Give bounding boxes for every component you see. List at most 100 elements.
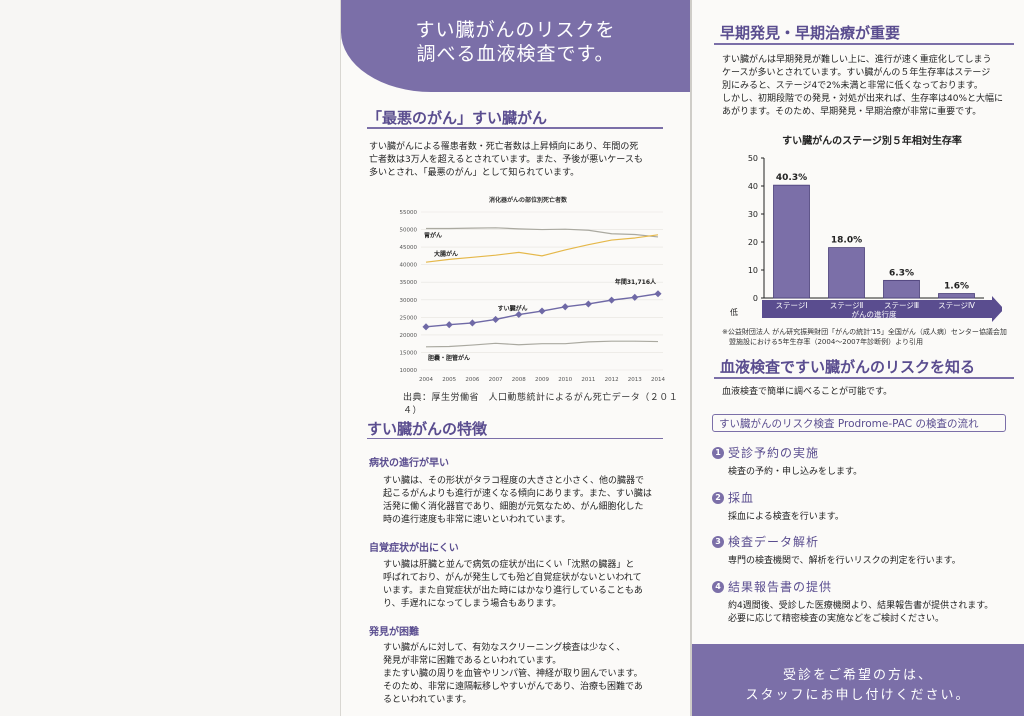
y-tick-label: 55000: [400, 210, 418, 216]
x-category-label: ステージⅠ: [775, 301, 807, 310]
subtitle-no-symptoms: 自覚症状が出にくい: [369, 543, 459, 554]
y-tick-label: 30000: [400, 298, 418, 304]
bar: [883, 279, 920, 299]
blank-back-panel: [0, 0, 340, 716]
y-tick-label: 25000: [400, 315, 418, 321]
arrow-label: がんの進行度: [852, 309, 897, 319]
data-point: [468, 319, 476, 327]
body-line: しかし、初期段階での発見・対処が出来れば、生存率は40%と大幅に: [722, 94, 1004, 104]
body-fast-progress: すい臓は、その形状がタラコ程度の大きさと小さく、他の臓器で 起こるがんよりも進行…: [383, 475, 673, 527]
chart-footnote: ※公益財団法人 がん研究振興財団「がんの統計'15」全国がん（成人病）センター協…: [722, 327, 1022, 347]
x-category-label: ステージⅣ: [938, 301, 975, 310]
series-label: 大腸がん: [434, 250, 458, 258]
y-tick-label: 15000: [400, 350, 418, 356]
step-desc-line: 必要に応じて精密検査の実施などをご検討ください。: [728, 614, 945, 624]
banner-line-1: すい臓がんのリスクを: [415, 19, 616, 41]
bar: [773, 184, 810, 299]
header-banner: すい臓がんのリスクを 調べる血液検査です。: [341, 0, 690, 92]
right-panel: 早期発見・早期治療が重要 すい臓がんは早期発見が難しい上に、進行が速く重症化して…: [692, 0, 1024, 716]
step-3: 3 検査データ解析 専門の検査機関で、解析を行いリスクの判定を行います。: [712, 533, 961, 568]
x-category-label: ステージⅢ: [884, 301, 919, 310]
section-underline: [714, 377, 1014, 379]
bar: [828, 247, 865, 299]
series-label: 胃がん: [424, 232, 442, 240]
y-tick-label: 20: [748, 238, 758, 247]
step-desc-line: 約4週間後、受診した医療機関より、結果報告書が提供されます。: [728, 601, 994, 611]
x-tick-label: 2011: [581, 377, 595, 383]
step-description: 採血による検査を行います。: [728, 511, 844, 524]
step-desc-line: 専門の検査機関で、解析を行いリスクの判定を行います。: [728, 556, 961, 566]
data-point: [538, 307, 546, 315]
middle-panel: すい臓がんのリスクを 調べる血液検査です。 「最悪のがん」すい臓がん すい臓がん…: [341, 0, 690, 716]
y-tick-label: 40000: [400, 263, 418, 269]
series-label: 胆嚢・胆管がん: [428, 354, 470, 362]
body-no-symptoms: すい臓は肝臓と並んで病気の症状が出にくい「沈黙の臓器」と 呼ばれており、がんが発…: [383, 559, 673, 611]
section-body-worst-cancer: すい臓がんによる罹患者数・死亡者数は上昇傾向にあり、年間の死 亡者数は3万人を超…: [369, 141, 669, 180]
step-number-badge: 1: [712, 446, 724, 459]
body-line: すい臓がんに対して、有効なスクリーニング検査は少なく、: [383, 643, 626, 653]
data-point: [608, 296, 616, 304]
subtitle-hard-to-detect: 発見が困難: [369, 627, 419, 638]
step-number-badge: 2: [712, 491, 724, 504]
y-tick-label: 10000: [400, 368, 418, 374]
series-line: [425, 234, 659, 263]
bar: [938, 293, 975, 299]
step-title: 受診予約の実施: [728, 446, 820, 460]
section-title-features: すい臓がんの特徴: [367, 420, 488, 438]
x-tick-label: 2007: [489, 377, 503, 383]
bar-value-label: 6.3%: [889, 268, 914, 278]
x-category-label: ステージⅡ: [830, 301, 864, 310]
body-early-detection: すい臓がんは早期発見が難しい上に、進行が速く重症化してしまう ケースが多いとされ…: [722, 54, 1022, 119]
step-desc-line: 検査の予約・申し込みをします。: [728, 467, 863, 477]
y-tick-label: 10: [748, 266, 758, 275]
digestive-cancer-deaths-chart: 消化器がんの部位別死亡者数 55000 50000 45000 40000 35000 3…: [400, 196, 666, 383]
step-number-badge: 4: [712, 580, 724, 593]
y-tick-label: 40: [748, 182, 758, 191]
body-line: ケースが多いとされています。すい臓がんの５年生存率はステージ: [722, 68, 991, 78]
x-tick-label: 2006: [465, 377, 479, 383]
series-label: すい臓がん: [498, 304, 528, 312]
data-point: [631, 293, 639, 301]
data-point: [515, 310, 523, 319]
step-title: 採血: [728, 491, 755, 505]
series-line: [425, 340, 659, 348]
chart-title: すい臓がんのステージ別５年相対生存率: [782, 134, 962, 147]
footer-line-2: スタッフにお申し付けください。: [745, 688, 971, 703]
body-line: るといわれています。: [383, 695, 472, 705]
section-underline: [714, 43, 1014, 45]
body-line: 呼ばれており、がんが発生しても殆ど自覚症状がないといわれて: [383, 573, 642, 583]
x-tick-label: 2008: [512, 377, 526, 383]
data-point: [422, 323, 430, 331]
annotation-label: 年間31,716人: [615, 278, 657, 286]
bar-value-label: 40.3%: [776, 173, 807, 183]
footnote-line: 盟施設における5年生存率（2004〜2007年診断例）より引用: [722, 338, 923, 346]
step-title: 結果報告書の提供: [728, 580, 833, 594]
body-line: すい臓がんは早期発見が難しい上に、進行が速く重症化してしまう: [722, 55, 992, 65]
x-tick-label: 2010: [558, 377, 572, 383]
data-point: [584, 300, 592, 308]
section-title-early-detection: 早期発見・早期治療が重要: [720, 24, 901, 42]
data-point: [561, 303, 569, 311]
chart-title: 消化器がんの部位別死亡者数: [489, 196, 568, 204]
body-line: またすい臓の周りを血管やリンパ管、神経が取り囲んでいます。: [383, 669, 643, 679]
data-point: [492, 315, 500, 323]
stage-survival-chart: すい臓がんのステージ別５年相対生存率 50 40 30 20 10 0 40.3% 18.0…: [730, 134, 1002, 322]
body-line: 多いとされ、「最悪のがん」として知られています。: [369, 168, 580, 178]
body-line: 活発に働く消化器官であり、細胞が元気なため、がん細胞化した: [383, 502, 644, 512]
body-hard-to-detect: すい臓がんに対して、有効なスクリーニング検査は少なく、 発見が非常に困難であると…: [383, 642, 675, 707]
x-tick-label: 2009: [535, 377, 549, 383]
x-tick-label: 2012: [605, 377, 619, 383]
y-tick-label: 50: [748, 154, 758, 163]
series-line: [426, 227, 659, 238]
body-line: すい臓は肝臓と並んで病気の症状が出にくい「沈黙の臓器」と: [383, 560, 635, 570]
x-tick-label: 2013: [628, 377, 642, 383]
step-4: 4 結果報告書の提供 約4週間後、受診した医療機関より、結果報告書が提供されます。…: [712, 578, 993, 626]
fold-line-left: [340, 0, 341, 716]
section-underline: [367, 438, 663, 439]
section-underline: [367, 127, 663, 129]
section-title-blood-test: 血液検査ですい臓がんのリスクを知る: [720, 358, 976, 376]
y-tick-label: 50000: [400, 228, 418, 234]
footnote-line: ※公益財団法人 がん研究振興財団「がんの統計'15」全国がん（成人病）センター協…: [722, 328, 1007, 336]
body-line: り、手遅れになってしまう場合もあります。: [383, 599, 562, 609]
banner-line-2: 調べる血液検査です。: [416, 43, 615, 65]
